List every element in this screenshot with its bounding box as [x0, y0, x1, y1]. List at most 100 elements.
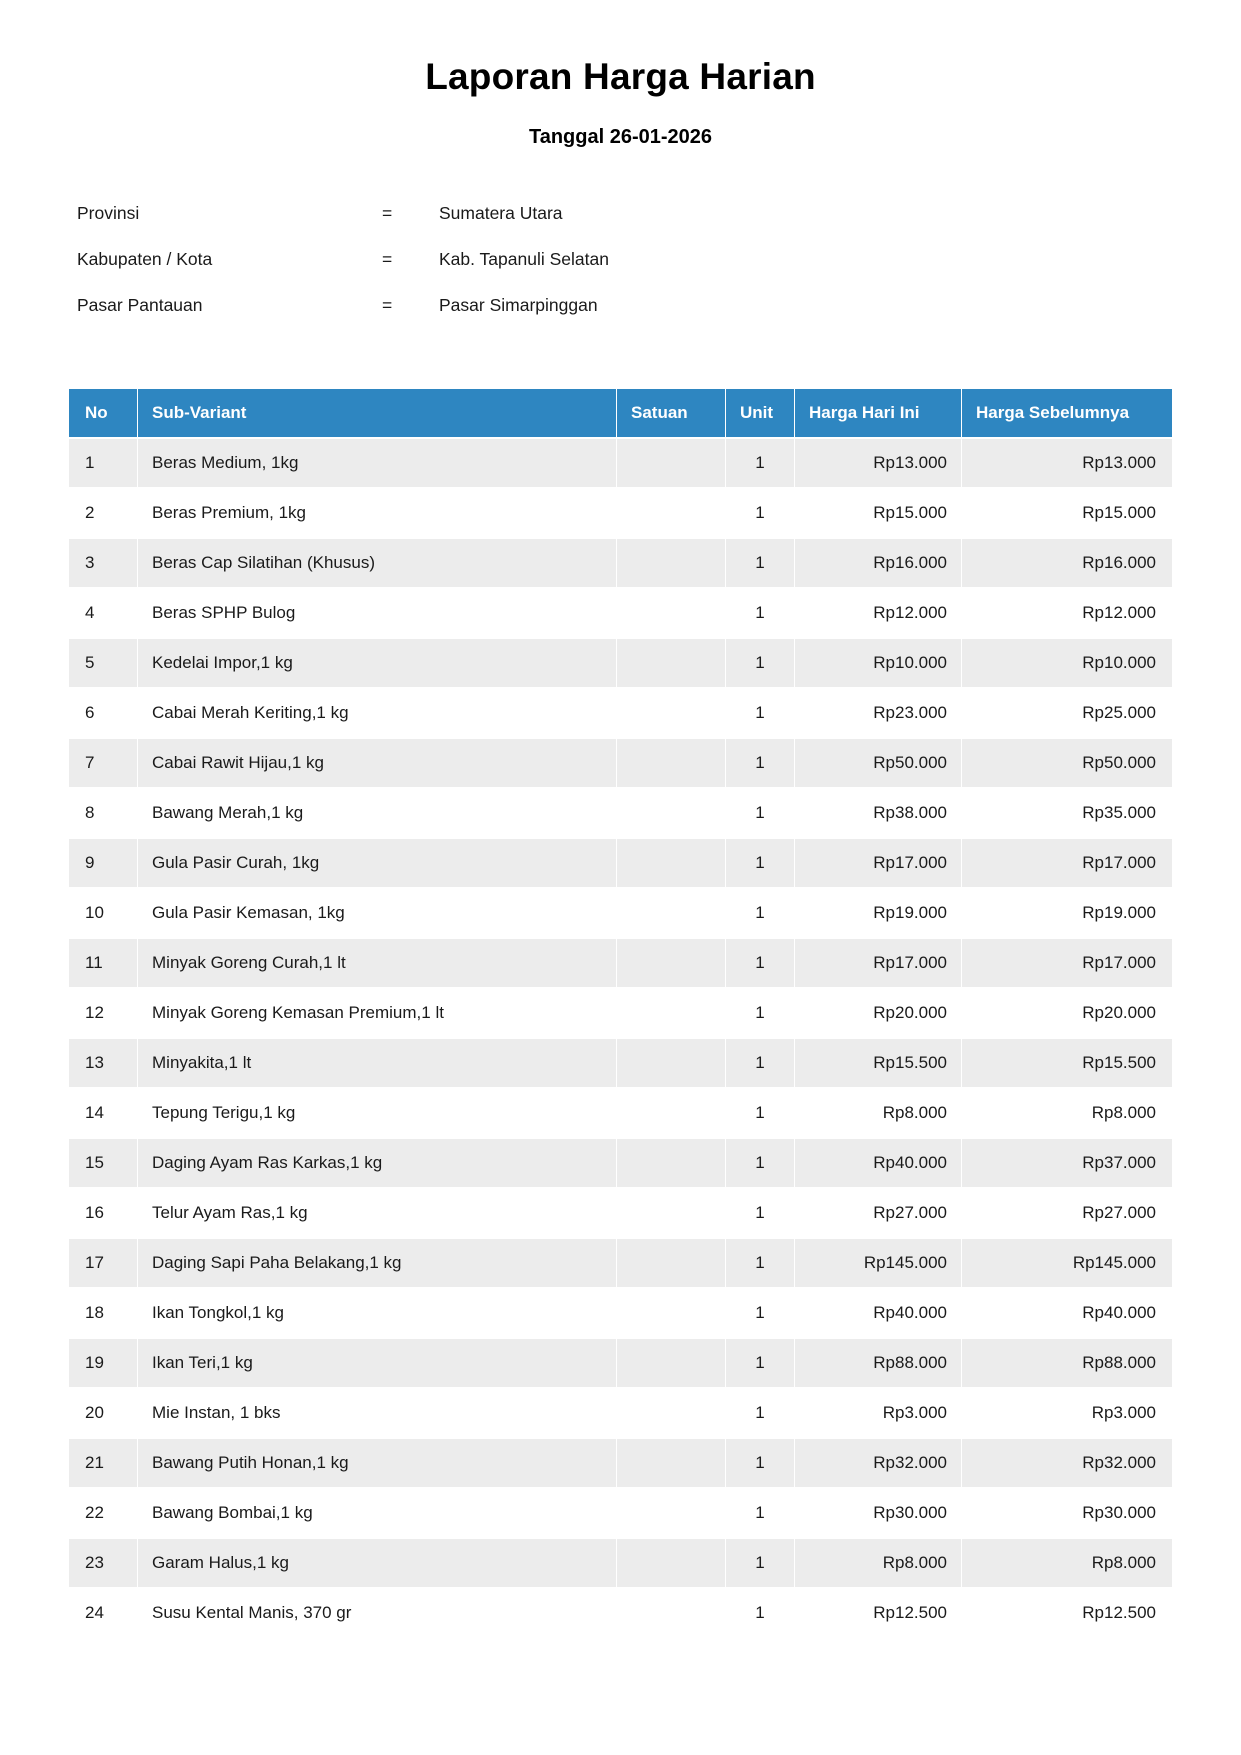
cell-sub-variant: Bawang Bombai,1 kg: [138, 1489, 616, 1537]
cell-harga-hari-ini: Rp23.000: [795, 689, 961, 737]
table-row: 14 Tepung Terigu,1 kg 1 Rp8.000 Rp8.000: [69, 1089, 1172, 1137]
cell-sub-variant: Minyak Goreng Curah,1 lt: [138, 939, 616, 987]
meta-label-kabupaten-kota: Kabupaten / Kota: [77, 249, 213, 269]
table-row: 22 Bawang Bombai,1 kg 1 Rp30.000 Rp30.000: [69, 1489, 1172, 1537]
cell-no: 6: [69, 689, 137, 737]
cell-no: 22: [69, 1489, 137, 1537]
cell-unit: 1: [726, 589, 794, 637]
meta-label-provinsi: Provinsi: [77, 203, 140, 223]
cell-satuan: [617, 1289, 725, 1337]
cell-unit: 1: [726, 1489, 794, 1537]
cell-harga-sebelumnya: Rp13.000: [962, 439, 1172, 487]
cell-no: 13: [69, 1039, 137, 1087]
cell-harga-hari-ini: Rp17.000: [795, 939, 961, 987]
cell-harga-sebelumnya: Rp145.000: [962, 1239, 1172, 1287]
cell-unit: 1: [726, 1539, 794, 1587]
cell-harga-sebelumnya: Rp8.000: [962, 1089, 1172, 1137]
table-row: 11 Minyak Goreng Curah,1 lt 1 Rp17.000 Rp17.…: [69, 939, 1172, 987]
cell-no: 19: [69, 1339, 137, 1387]
table-row: 4 Beras SPHP Bulog 1 Rp12.000 Rp12.000: [69, 589, 1172, 637]
cell-unit: 1: [726, 889, 794, 937]
cell-no: 5: [69, 639, 137, 687]
cell-sub-variant: Ikan Teri,1 kg: [138, 1339, 616, 1387]
cell-unit: 1: [726, 689, 794, 737]
meta-label-pasar-pantauan: Pasar Pantauan: [77, 295, 203, 315]
cell-sub-variant: Daging Ayam Ras Karkas,1 kg: [138, 1139, 616, 1187]
cell-no: 21: [69, 1439, 137, 1487]
cell-harga-sebelumnya: Rp17.000: [962, 939, 1172, 987]
cell-satuan: [617, 589, 725, 637]
cell-satuan: [617, 1589, 725, 1637]
cell-sub-variant: Tepung Terigu,1 kg: [138, 1089, 616, 1137]
price-table-container: No Sub-Variant Satuan Unit Harga Hari In…: [68, 387, 1173, 1639]
table-row: 1 Beras Medium, 1kg 1 Rp13.000 Rp13.000: [69, 439, 1172, 487]
table-row: 19 Ikan Teri,1 kg 1 Rp88.000 Rp88.000: [69, 1339, 1172, 1387]
cell-harga-sebelumnya: Rp20.000: [962, 989, 1172, 1037]
cell-harga-hari-ini: Rp12.500: [795, 1589, 961, 1637]
table-row: 9 Gula Pasir Curah, 1kg 1 Rp17.000 Rp17.000: [69, 839, 1172, 887]
column-header-harga-hari-ini: Harga Hari Ini: [795, 389, 961, 437]
cell-harga-sebelumnya: Rp3.000: [962, 1389, 1172, 1437]
cell-sub-variant: Beras SPHP Bulog: [138, 589, 616, 637]
cell-no: 24: [69, 1589, 137, 1637]
cell-harga-hari-ini: Rp88.000: [795, 1339, 961, 1387]
cell-harga-sebelumnya: Rp15.000: [962, 489, 1172, 537]
cell-no: 9: [69, 839, 137, 887]
cell-sub-variant: Telur Ayam Ras,1 kg: [138, 1189, 616, 1237]
page-title: Laporan Harga Harian: [425, 56, 816, 97]
cell-harga-hari-ini: Rp19.000: [795, 889, 961, 937]
column-header-harga-sebelumnya: Harga Sebelumnya: [962, 389, 1172, 437]
cell-no: 4: [69, 589, 137, 637]
cell-harga-sebelumnya: Rp32.000: [962, 1439, 1172, 1487]
table-row: 2 Beras Premium, 1kg 1 Rp15.000 Rp15.000: [69, 489, 1172, 537]
meta-row-kabupaten-kota: Kabupaten / Kota = Kab. Tapanuli Selatan: [77, 249, 1173, 295]
cell-unit: 1: [726, 939, 794, 987]
cell-unit: 1: [726, 439, 794, 487]
cell-harga-sebelumnya: Rp50.000: [962, 739, 1172, 787]
cell-harga-sebelumnya: Rp35.000: [962, 789, 1172, 837]
cell-satuan: [617, 1539, 725, 1587]
cell-unit: 1: [726, 989, 794, 1037]
cell-harga-sebelumnya: Rp15.500: [962, 1039, 1172, 1087]
cell-harga-sebelumnya: Rp37.000: [962, 1139, 1172, 1187]
cell-satuan: [617, 539, 725, 587]
table-row: 7 Cabai Rawit Hijau,1 kg 1 Rp50.000 Rp50.000: [69, 739, 1172, 787]
table-row: 13 Minyakita,1 lt 1 Rp15.500 Rp15.500: [69, 1039, 1172, 1087]
cell-sub-variant: Bawang Putih Honan,1 kg: [138, 1439, 616, 1487]
cell-unit: 1: [726, 639, 794, 687]
table-row: 5 Kedelai Impor,1 kg 1 Rp10.000 Rp10.000: [69, 639, 1172, 687]
cell-satuan: [617, 489, 725, 537]
cell-harga-hari-ini: Rp13.000: [795, 439, 961, 487]
cell-harga-hari-ini: Rp32.000: [795, 1439, 961, 1487]
cell-no: 18: [69, 1289, 137, 1337]
price-table-body: 1 Beras Medium, 1kg 1 Rp13.000 Rp13.000 2 Bera…: [69, 439, 1172, 1637]
cell-no: 16: [69, 1189, 137, 1237]
cell-no: 3: [69, 539, 137, 587]
table-row: 21 Bawang Putih Honan,1 kg 1 Rp32.000 Rp32.0…: [69, 1439, 1172, 1487]
cell-unit: 1: [726, 1589, 794, 1637]
cell-sub-variant: Cabai Rawit Hijau,1 kg: [138, 739, 616, 787]
cell-satuan: [617, 639, 725, 687]
column-header-sub-variant: Sub-Variant: [138, 389, 616, 437]
cell-satuan: [617, 1439, 725, 1487]
cell-sub-variant: Minyakita,1 lt: [138, 1039, 616, 1087]
cell-harga-hari-ini: Rp16.000: [795, 539, 961, 587]
cell-unit: 1: [726, 789, 794, 837]
cell-no: 14: [69, 1089, 137, 1137]
column-header-no: No: [69, 389, 137, 437]
cell-unit: 1: [726, 1439, 794, 1487]
cell-no: 7: [69, 739, 137, 787]
cell-harga-hari-ini: Rp38.000: [795, 789, 961, 837]
cell-harga-hari-ini: Rp40.000: [795, 1289, 961, 1337]
cell-sub-variant: Beras Premium, 1kg: [138, 489, 616, 537]
table-row: 3 Beras Cap Silatihan (Khusus) 1 Rp16.000 Rp…: [69, 539, 1172, 587]
cell-no: 20: [69, 1389, 137, 1437]
table-row: 10 Gula Pasir Kemasan, 1kg 1 Rp19.000 Rp19.0…: [69, 889, 1172, 937]
cell-satuan: [617, 839, 725, 887]
table-row: 20 Mie Instan, 1 bks 1 Rp3.000 Rp3.000: [69, 1389, 1172, 1437]
cell-satuan: [617, 739, 725, 787]
cell-sub-variant: Bawang Merah,1 kg: [138, 789, 616, 837]
cell-harga-hari-ini: Rp3.000: [795, 1389, 961, 1437]
cell-satuan: [617, 1389, 725, 1437]
cell-harga-hari-ini: Rp40.000: [795, 1139, 961, 1187]
